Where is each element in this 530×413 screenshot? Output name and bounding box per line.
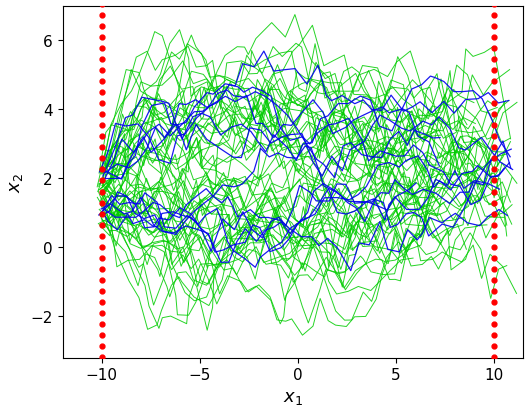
- X-axis label: $x_1$: $x_1$: [283, 388, 303, 406]
- Y-axis label: $x_2$: $x_2$: [7, 173, 25, 192]
